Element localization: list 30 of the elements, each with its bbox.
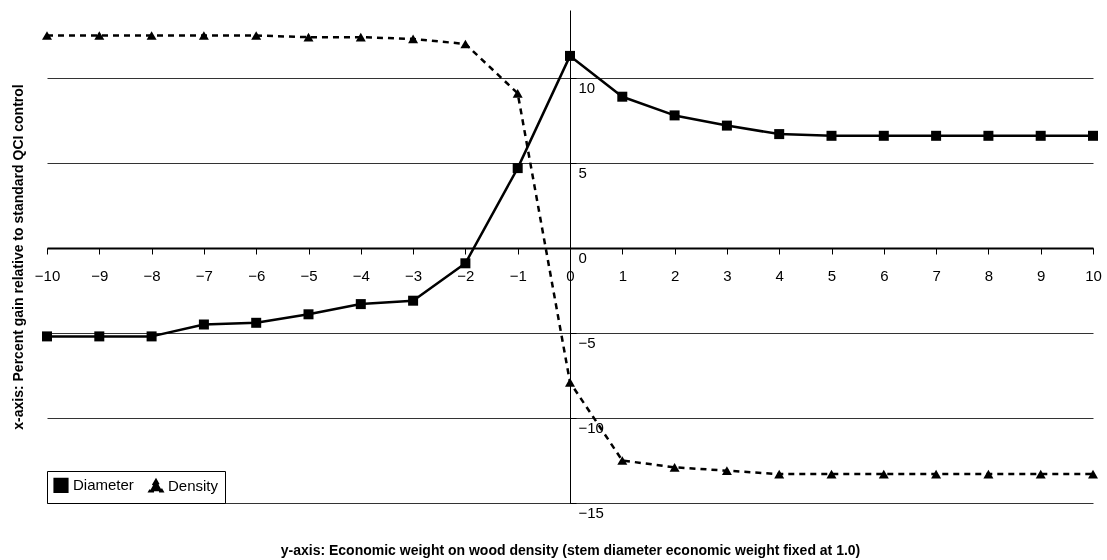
y-tick-label: −10	[578, 418, 604, 436]
x-tick-label: 10	[1085, 266, 1102, 284]
y-tick-label: −5	[578, 333, 596, 351]
x-tick-label: 3	[723, 266, 732, 284]
x-tick-label: 9	[1037, 266, 1046, 284]
y-tick-label: 10	[578, 78, 596, 96]
x-tick-label: 4	[775, 266, 784, 284]
y-tick-label: 5	[578, 163, 587, 181]
x-tick-label: −1	[509, 266, 527, 284]
y-axis-title: x-axis: Percent gain relative to standard QCI control	[9, 84, 26, 430]
y-tick-label: −15	[578, 503, 604, 521]
x-axis-title: y-axis: Economic weight on wood density (stem diameter economic weight fixed at 1.0)	[280, 541, 861, 558]
x-tick-label: −8	[143, 266, 161, 284]
x-tick-label: −3	[405, 266, 423, 284]
x-tick-label: 5	[827, 266, 837, 284]
legend-label: Density	[168, 476, 219, 494]
x-tick-label: −9	[91, 266, 109, 284]
x-tick-label: 1	[618, 266, 627, 284]
x-tick-label: −4	[352, 266, 370, 284]
x-tick-label: 2	[670, 266, 680, 284]
x-tick-label: 7	[932, 266, 941, 284]
legend-label: Diameter	[73, 476, 134, 494]
x-tick-label: −5	[300, 266, 318, 284]
x-tick-label: −7	[195, 266, 213, 284]
x-tick-label: −6	[248, 266, 266, 284]
x-tick-label: 6	[880, 266, 889, 284]
x-tick-label: −10	[34, 266, 61, 284]
y-tick-label: 0	[578, 248, 587, 266]
x-tick-label: −2	[457, 266, 475, 284]
x-tick-label: 8	[984, 266, 994, 284]
